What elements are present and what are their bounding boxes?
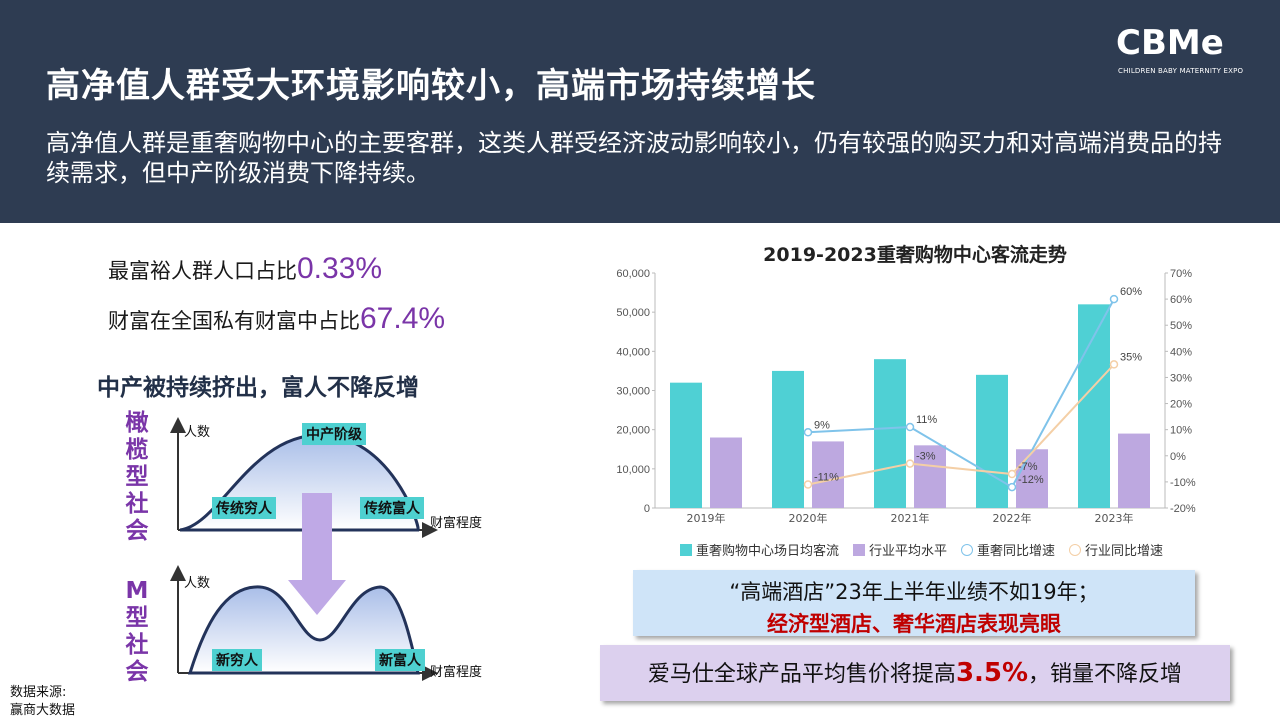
- traffic-chart: 0 10,000 20,000 30,000 40,000 50,000 60,000 -20…: [616, 268, 1196, 525]
- legend-item-industry-average: 行业平均水平: [853, 540, 947, 559]
- bar-luxury-traffic: [1078, 304, 1110, 508]
- data-label: -11%: [814, 472, 839, 484]
- x-tick-label: 2022年: [993, 511, 1032, 525]
- hermes-callout-prefix: 爱马仕全球产品平均售价将提高: [647, 662, 956, 687]
- bar-industry-average: [710, 437, 742, 508]
- data-label: -7%: [1018, 461, 1038, 473]
- data-label: -3%: [916, 451, 936, 463]
- bar-luxury-traffic: [976, 374, 1008, 508]
- y-right-tick-label: -10%: [1170, 477, 1196, 489]
- y-left-tick-label: 40,000: [616, 346, 650, 358]
- hotel-callout: “高端酒店”23年上半年业绩不如19年； 经济型酒店、奢华酒店表现亮眼: [633, 570, 1195, 636]
- chart-legend: 重奢购物中心场日均客流 行业平均水平 重奢同比增速 行业同比增速: [680, 540, 1163, 559]
- olive-left-tag: 传统穷人: [212, 497, 276, 519]
- point-luxury-growth: [1109, 294, 1119, 304]
- point-industry-growth: [803, 480, 813, 489]
- section-heading: 中产被持续挤出，富人不降反增: [97, 375, 419, 401]
- point-industry-growth: [1109, 360, 1119, 369]
- stat-wealth-share: 财富在全国私有财富中占比67.4%: [108, 302, 445, 336]
- bar-industry-average: [1118, 433, 1150, 508]
- y-right-tick-label: -20%: [1170, 503, 1196, 515]
- page-title: 高净值人群受大环境影响较小，高端市场持续增长: [46, 66, 816, 106]
- y-right-tick-label: 10%: [1170, 425, 1192, 437]
- x-tick-label: 2023年: [1095, 511, 1134, 525]
- point-luxury-growth: [1007, 482, 1017, 492]
- y-left-tick-label: 50,000: [616, 307, 650, 319]
- y-right-tick-label: 30%: [1170, 372, 1192, 384]
- stat-label: 财富在全国私有财富中占比: [108, 309, 360, 333]
- y-left-tick-label: 10,000: [616, 464, 650, 476]
- bar-luxury-traffic: [670, 382, 702, 508]
- m-y-axis-label: 人数: [184, 576, 211, 591]
- olive-peak-tag: 中产阶级: [302, 423, 366, 445]
- data-label: 35%: [1120, 351, 1142, 363]
- y-left-tick-label: 20,000: [616, 425, 650, 437]
- logo-text: CBMe: [1116, 23, 1224, 63]
- y-left-tick-label: 60,000: [616, 268, 650, 280]
- cbme-logo: CBMe: [1116, 23, 1224, 63]
- y-right-tick-label: 70%: [1170, 268, 1192, 280]
- olive-x-axis-label: 财富程度: [430, 516, 483, 531]
- m-left-tag: 新穷人: [212, 649, 262, 671]
- legend-item-luxury-traffic: 重奢购物中心场日均客流: [680, 540, 839, 559]
- hotel-callout-line1: “高端酒店”23年上半年业绩不如19年；: [729, 580, 1099, 604]
- point-luxury-growth: [905, 422, 915, 432]
- data-label: -12%: [1018, 474, 1044, 486]
- legend-item-industry-growth: 行业同比增速: [1069, 540, 1163, 559]
- header-banner: [0, 0, 1280, 223]
- chart-title: 2019-2023重奢购物中心客流走势: [763, 244, 1067, 266]
- bar-luxury-traffic: [874, 359, 906, 508]
- m-x-axis-label: 财富程度: [430, 665, 483, 680]
- data-label: 9%: [814, 419, 830, 431]
- society-shape-diagram: 人数 财富程度 中产阶级 传统穷人 传统富人 人数 财富程度 新穷人 新富人: [150, 405, 510, 695]
- data-label: 60%: [1120, 286, 1142, 298]
- point-industry-growth: [905, 459, 915, 468]
- y-right-tick-label: 0%: [1170, 451, 1186, 463]
- diagram-graphics: [170, 417, 438, 681]
- y-left-tick-label: 30,000: [616, 386, 650, 398]
- legend-item-luxury-growth: 重奢同比增速: [961, 540, 1055, 559]
- point-luxury-growth: [803, 428, 813, 437]
- hermes-callout-suffix: ，销量不降反增: [1028, 662, 1183, 687]
- y-left-tick-label: 0: [644, 503, 650, 515]
- point-industry-growth: [1007, 469, 1017, 479]
- hermes-callout-highlight: 3.5%: [955, 658, 1029, 688]
- data-source: 数据来源: 赢商大数据: [10, 685, 76, 718]
- bar-industry-average: [812, 441, 844, 508]
- stat-value: 0.33%: [297, 252, 383, 285]
- y-right-tick-label: 20%: [1170, 399, 1192, 411]
- line-luxury-growth: [807, 298, 1115, 489]
- transition-arrow-icon: [288, 493, 346, 615]
- stat-value: 67.4%: [360, 302, 446, 335]
- y-right-tick-label: 40%: [1170, 346, 1192, 358]
- stat-population-share: 最富裕人群人口占比0.33%: [108, 252, 382, 286]
- hotel-callout-line2: 经济型酒店、奢华酒店表现亮眼: [767, 612, 1061, 636]
- x-tick-label: 2020年: [789, 511, 828, 525]
- bar-industry-average: [1016, 449, 1048, 508]
- stat-label: 最富裕人群人口占比: [108, 259, 297, 283]
- logo-tagline: CHILDREN BABY MATERNITY EXPO: [1118, 67, 1244, 75]
- y-right-tick-label: 50%: [1170, 320, 1192, 332]
- m-right-tag: 新富人: [375, 649, 425, 671]
- page-subtitle: 高净值人群是重奢购物中心的主要客群，这类人群受经济波动影响较小，仍有较强的购买力…: [46, 129, 1222, 187]
- bar-luxury-traffic: [772, 370, 804, 508]
- olive-society-label: 橄榄型社会: [125, 410, 149, 544]
- y-right-tick-label: 60%: [1170, 294, 1192, 306]
- bar-industry-average: [914, 445, 946, 508]
- olive-right-tag: 传统富人: [360, 497, 424, 519]
- hermes-callout: 爱马仕全球产品平均售价将提高3.5%，销量不降反增: [600, 645, 1230, 701]
- x-tick-label: 2019年: [687, 511, 726, 525]
- data-label: 11%: [916, 414, 937, 426]
- x-tick-label: 2021年: [891, 511, 930, 525]
- line-industry-growth: [807, 363, 1115, 486]
- olive-y-axis-label: 人数: [184, 425, 211, 440]
